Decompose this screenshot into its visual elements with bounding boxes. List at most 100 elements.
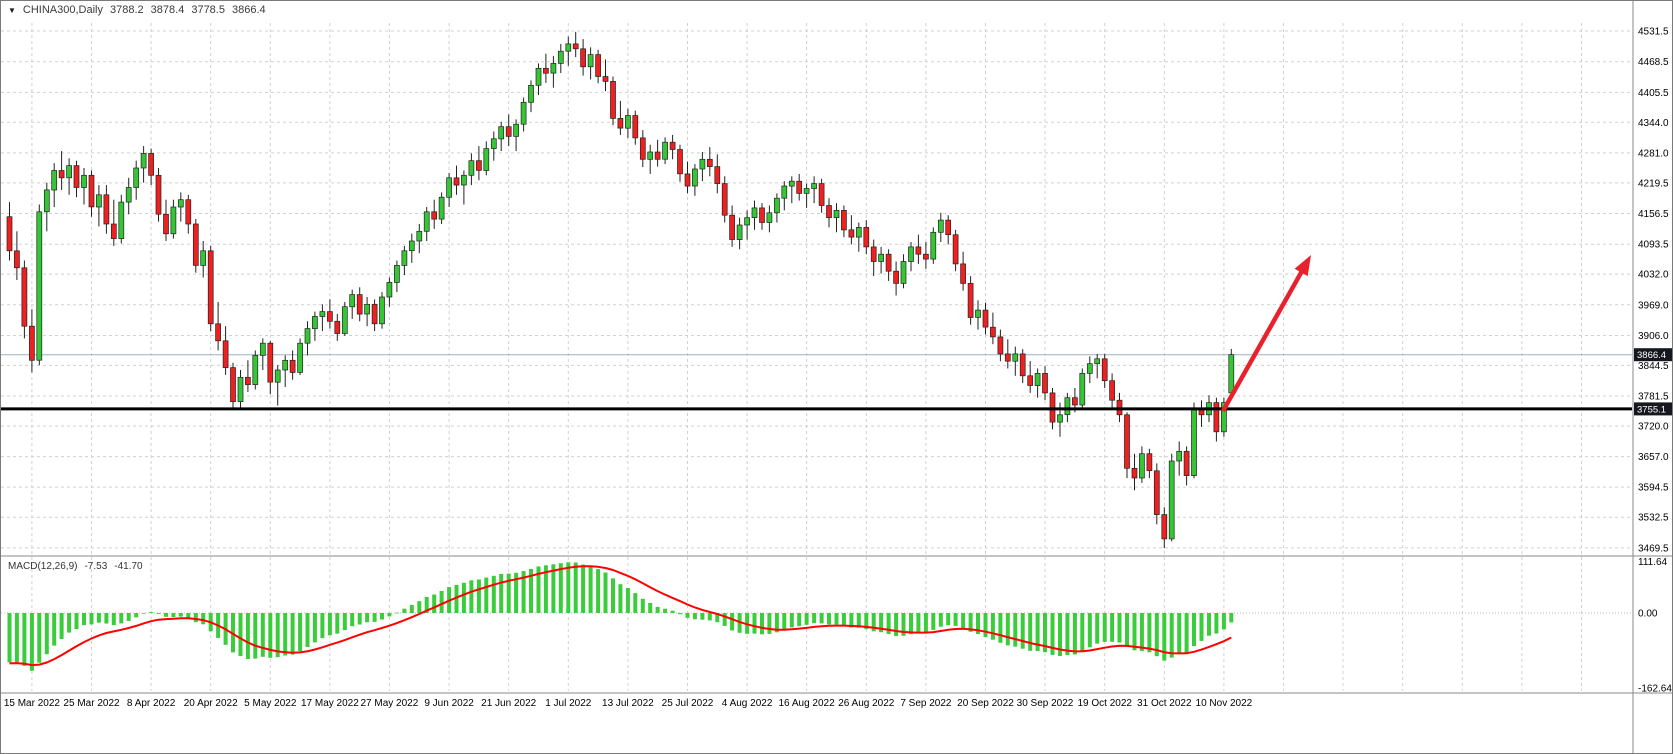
macd-bar (551, 564, 556, 613)
macd-bar (335, 613, 340, 634)
time-axis-label: 15 Mar 2022 (4, 698, 61, 709)
candle (408, 233, 415, 263)
macd-bar (566, 562, 571, 613)
chart-menu-icon[interactable]: ▼ (8, 5, 16, 15)
macd-bar (730, 613, 735, 631)
candle (870, 239, 877, 277)
macd-bar (789, 613, 794, 628)
price-axis-label: 4156.5 (1638, 209, 1669, 220)
candle (885, 249, 892, 281)
support-price-badge: 3755.1 (1634, 402, 1672, 416)
candle (416, 224, 423, 254)
macd-bar (1095, 613, 1100, 644)
candle (1176, 441, 1183, 476)
macd-bar (238, 613, 243, 656)
candle (230, 362, 236, 408)
macd-bar (819, 613, 824, 624)
candle (915, 234, 922, 264)
macd-bar (37, 613, 42, 663)
macd-bar (275, 613, 280, 658)
macd-bar (424, 597, 429, 613)
macd-bar (432, 594, 437, 613)
macd-bar (22, 613, 27, 666)
trend-arrow[interactable] (1221, 255, 1311, 413)
macd-bar (1199, 613, 1204, 641)
macd-bar (290, 613, 295, 655)
macd-bar (812, 613, 817, 624)
candle (215, 301, 221, 351)
macd-bar (961, 613, 966, 628)
candle (706, 147, 713, 177)
candle (394, 260, 400, 293)
macd-main-value: -7.53 (84, 561, 108, 572)
candle (461, 170, 467, 205)
macd-bar (149, 612, 154, 613)
candle (386, 277, 393, 307)
time-axis-label: 27 May 2022 (360, 698, 418, 709)
candle (312, 311, 318, 341)
macd-signal-value: -41.70 (114, 561, 143, 572)
macd-bar (320, 613, 325, 639)
macd-bar (1214, 613, 1219, 634)
macd-bar (1020, 613, 1025, 649)
candle (572, 31, 579, 58)
macd-bar (864, 613, 869, 630)
macd-bar (722, 613, 727, 626)
ohlc-high: 3878.4 (150, 4, 185, 16)
macd-bar (625, 588, 630, 613)
macd-bar (543, 565, 548, 613)
candle (535, 63, 542, 95)
macd-bar (74, 613, 79, 630)
macd-bar (312, 613, 317, 643)
macd-bar (1080, 613, 1085, 652)
macd-bar (670, 610, 675, 613)
macd-bar (1005, 613, 1010, 646)
macd-bar (1028, 613, 1033, 651)
symbol-name: CHINA300,Daily (22, 4, 104, 16)
candle (1004, 339, 1011, 369)
candle (1153, 463, 1160, 525)
candle (1124, 412, 1130, 479)
candle (438, 192, 445, 224)
macd-bar (633, 593, 638, 613)
candle (967, 276, 974, 325)
time-axis-label: 30 Sep 2022 (1017, 698, 1074, 709)
candle (133, 160, 140, 200)
candle (1094, 353, 1101, 379)
price-axis-label: 4219.5 (1638, 178, 1669, 189)
macd-bar (439, 591, 444, 613)
macd-bar (491, 575, 496, 613)
time-axis[interactable]: 15 Mar 2022 25 Mar 2022 8 Apr 2022 20 Apr 2… (4, 698, 1253, 709)
svg-text:3755.1: 3755.1 (1637, 404, 1666, 415)
macd-bar (983, 613, 988, 637)
macd-bar (886, 613, 891, 634)
candle (684, 161, 691, 194)
candle (431, 199, 438, 229)
candle (110, 199, 117, 246)
candle (662, 137, 668, 165)
candle (267, 340, 274, 395)
price-axis[interactable]: 4531.5 4468.5 4405.5 4344.0 4281.0 4219.5 4156… (1638, 27, 1669, 555)
candle (602, 59, 609, 92)
candle (975, 300, 981, 330)
macd-bar (119, 613, 124, 624)
price-axis-label: 3906.0 (1638, 331, 1669, 342)
macd-bar (380, 613, 384, 620)
price-axis-label: 4344.0 (1638, 118, 1669, 129)
candle (453, 165, 460, 195)
price-axis-label: 3469.5 (1638, 543, 1669, 554)
macd-bar (1162, 613, 1167, 661)
candle (297, 338, 303, 375)
macd-axis-label: 0.00 (1638, 609, 1658, 620)
candle (483, 141, 490, 176)
candle (207, 245, 214, 332)
macd-bar (1087, 613, 1092, 648)
macd-bar (484, 577, 489, 613)
macd-bar (655, 606, 660, 613)
candle (1191, 402, 1197, 479)
macd-bar (931, 613, 936, 630)
macd-bar (692, 613, 697, 620)
macd-bar (1221, 613, 1226, 630)
